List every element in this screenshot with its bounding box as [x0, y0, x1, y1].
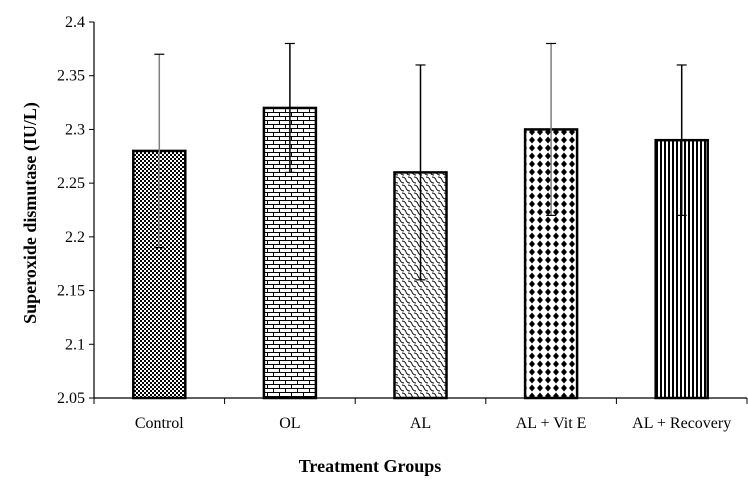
plot-area: 2.05 2.1 2.15 2.2 2.25 2.3 2.35 2.4 Control OL AL A… — [57, 14, 748, 432]
y-tick-label: 2.05 — [57, 390, 85, 407]
x-tick-label: Control — [135, 415, 184, 432]
y-tick-label: 2.1 — [65, 336, 85, 353]
y-tick-label: 2.35 — [57, 68, 85, 85]
x-tick-label: OL — [279, 415, 300, 432]
y-tick-label: 2.25 — [57, 175, 85, 192]
y-tick-label: 2.15 — [57, 283, 85, 300]
y-tick-label: 2.3 — [65, 121, 85, 138]
bar-control — [132, 149, 187, 400]
x-tick-label: AL + Vit E — [516, 415, 587, 432]
y-tick-label: 2.2 — [65, 229, 85, 246]
x-axis-title: Treatment Groups — [299, 456, 442, 476]
x-tick-label: AL + Recovery — [632, 415, 731, 432]
bar-al — [393, 171, 448, 400]
y-axis-title: Superoxide dismutase (IU/L) — [20, 102, 41, 324]
y-tick-label: 2.4 — [65, 14, 85, 31]
x-tick-label: AL — [410, 415, 431, 432]
